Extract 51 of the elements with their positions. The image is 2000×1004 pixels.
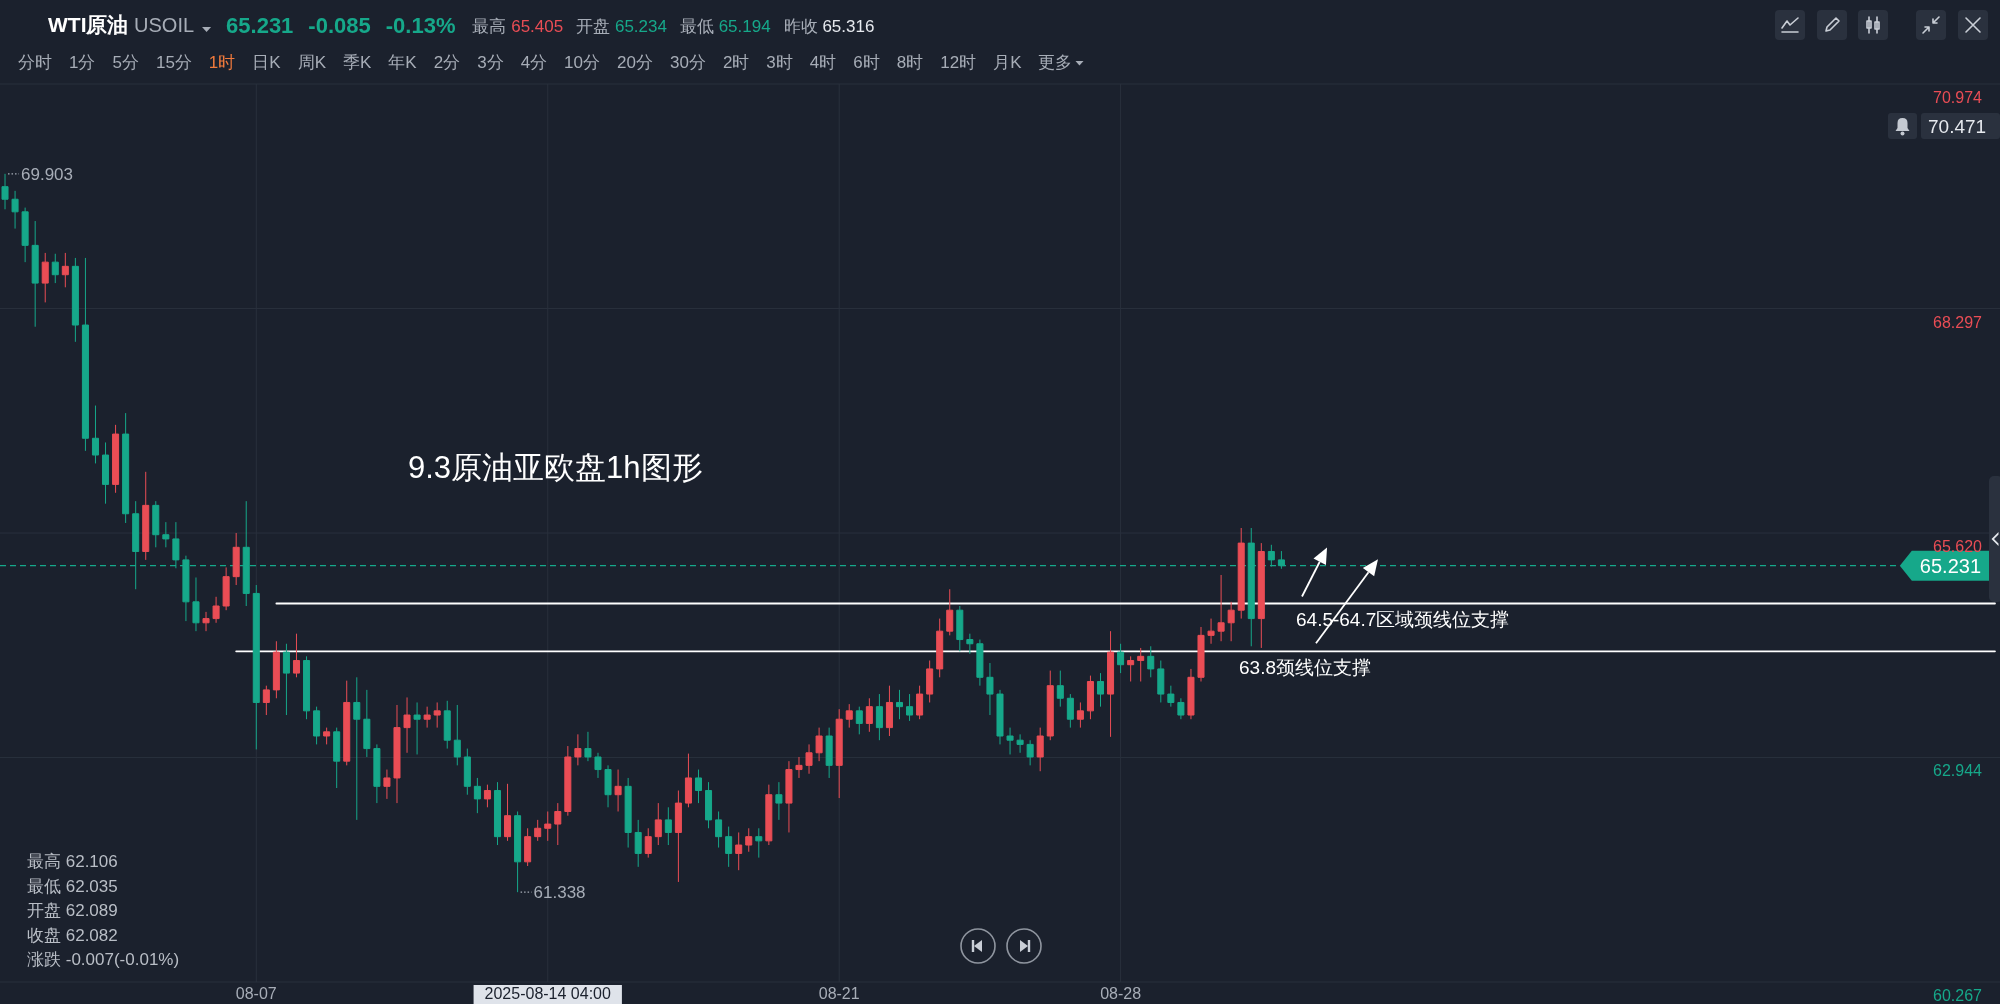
extreme-label: 61.338: [533, 883, 586, 903]
timeframe-label: 周K: [297, 53, 326, 72]
timeframe-label: 更多: [1038, 53, 1073, 72]
timeframe-label: 4分: [520, 53, 548, 72]
x-tick-label: 08-28: [1100, 985, 1142, 1002]
ref-line-label: 65.231: [1919, 554, 1981, 577]
timeframe-label: 2时: [722, 53, 750, 72]
info-label: 开盘 62.089: [27, 901, 118, 921]
quote: 65.231: [226, 13, 294, 38]
title: 9.3原油亚欧盘1h图形: [408, 450, 703, 485]
timeframe-label: 1时: [208, 53, 236, 72]
timeframe-label: 6时: [853, 53, 880, 72]
timeframe-label: 季K: [343, 53, 372, 72]
subtitle: WTI原油 USOIL: [48, 13, 195, 36]
quote: 开盘 65.234: [576, 17, 667, 36]
quote: 最低 65.194: [679, 17, 771, 36]
timeframe-label: 2分: [433, 53, 461, 72]
y-tick-label: 68.297: [1933, 313, 1982, 331]
quote: 昨收 65.316: [783, 17, 875, 36]
alert-label: 70.471: [1928, 116, 1987, 137]
info-label: 最低 62.035: [27, 876, 118, 896]
y-tick-label: 62.944: [1933, 762, 1982, 780]
timeframe-label: 日K: [252, 53, 281, 72]
quote: 最高 65.405: [472, 17, 564, 36]
timeframe-label: 30分: [669, 53, 706, 72]
timeframe-label: 12时: [940, 53, 977, 72]
x-tick-label: 08-07: [235, 985, 277, 1002]
y-tick-label: 60.267: [1933, 987, 1982, 1004]
info-label: 最高 62.106: [27, 852, 118, 871]
timeframe-label: 月K: [993, 53, 1022, 72]
x-tick-label: 08-21: [818, 985, 860, 1002]
timeframe-label: 5分: [112, 53, 139, 72]
note: 63.8颈线位支撑: [1239, 657, 1371, 679]
y-tick-label: 70.974: [1933, 89, 1982, 106]
info-label: 收盘 62.082: [27, 925, 118, 945]
timeframe-label: 10分: [564, 53, 601, 72]
timeframe-label: 年K: [388, 53, 417, 72]
quote: -0.13%: [385, 13, 456, 38]
y-tick-label: 65.620: [1933, 538, 1982, 556]
timeframe-label: 15分: [155, 53, 192, 72]
quote: -0.085: [308, 13, 371, 38]
timeframe-label: 3分: [477, 53, 504, 72]
info-label: 涨跌 -0.007(-0.01%): [27, 950, 180, 970]
timeframe-label: 1分: [69, 53, 96, 72]
crosshair-label: 2025-08-14 04:00: [484, 985, 611, 1002]
timeframe-label: 20分: [617, 53, 653, 72]
timeframe-label: 分时: [18, 53, 52, 72]
timeframe-label: 4时: [809, 53, 837, 72]
extreme-label: 69.903: [21, 164, 74, 184]
timeframe-label: 3时: [766, 53, 793, 72]
timeframe-label: 8时: [896, 53, 924, 72]
